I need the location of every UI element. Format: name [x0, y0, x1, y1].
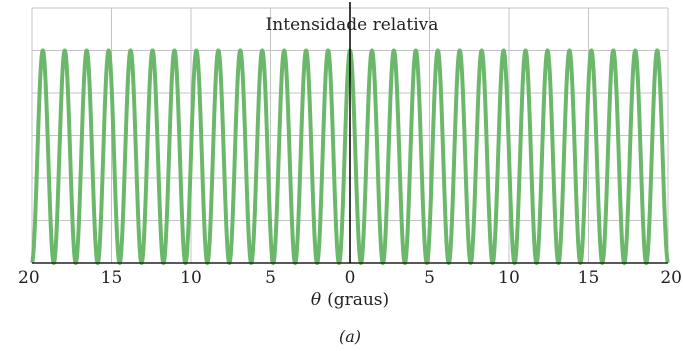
chart-title: Intensidade relativa	[266, 15, 439, 35]
x-tick-label: 15	[101, 268, 123, 288]
axes	[32, 2, 668, 264]
figure-caption: (a)	[339, 327, 361, 346]
x-tick-label: 5	[424, 268, 435, 288]
x-axis-symbol: θ	[311, 290, 321, 310]
x-tick-label: 15	[578, 268, 600, 288]
x-tick-label: 20	[18, 268, 40, 288]
x-tick-labels: 20 15 10 5 0 5 10 15 20	[18, 268, 682, 288]
x-tick-label: 5	[265, 268, 276, 288]
x-axis-unit: (graus)	[327, 290, 389, 310]
x-axis-label: θ (graus)	[311, 290, 389, 310]
x-tick-label: 10	[498, 268, 520, 288]
x-tick-label: 10	[180, 268, 202, 288]
x-tick-label: 20	[660, 268, 682, 288]
x-tick-label: 0	[345, 268, 356, 288]
